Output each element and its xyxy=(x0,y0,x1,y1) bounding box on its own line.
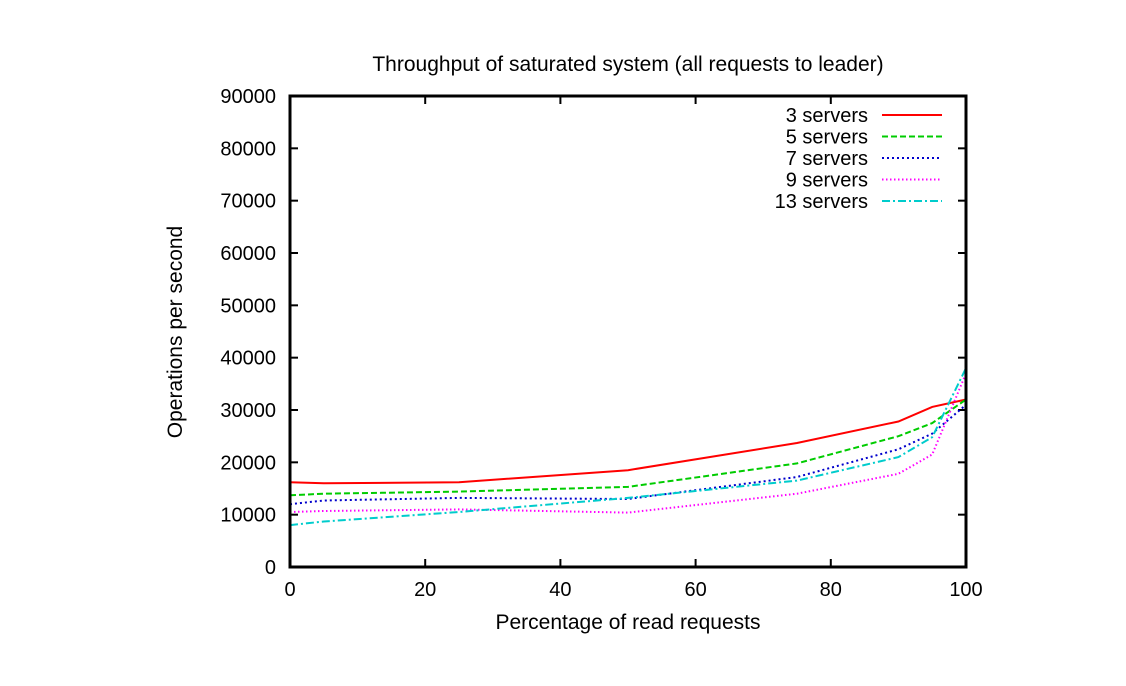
x-tick-label: 100 xyxy=(949,579,982,601)
y-tick-label: 20000 xyxy=(220,452,276,474)
legend-label: 9 servers xyxy=(786,170,868,192)
chart-title: Throughput of saturated system (all requ… xyxy=(372,53,883,76)
axis-ticks: 0 10000 20000 30000 40000 50000 60000 70000 8000… xyxy=(220,86,982,601)
x-tick-label: 40 xyxy=(549,579,571,601)
series-line xyxy=(289,404,967,506)
y-tick-label: 30000 xyxy=(220,400,276,422)
x-axis-label: Percentage of read requests xyxy=(495,611,760,634)
x-tick-label: 0 xyxy=(284,579,295,601)
series-line xyxy=(289,367,967,527)
y-tick-label: 80000 xyxy=(220,138,276,160)
x-tick-label: 20 xyxy=(414,579,436,601)
y-tick-label: 70000 xyxy=(220,191,276,213)
legend-label: 13 servers xyxy=(775,191,868,213)
y-tick-label: 50000 xyxy=(220,295,276,317)
y-tick-label: 10000 xyxy=(220,505,276,527)
y-tick-label: 40000 xyxy=(220,348,276,370)
series-line xyxy=(289,398,967,497)
y-tick-label: 60000 xyxy=(220,243,276,265)
x-tick-label: 60 xyxy=(684,579,706,601)
legend-label: 5 servers xyxy=(786,127,868,149)
legend-label: 3 servers xyxy=(786,105,868,127)
y-tick-label: 0 xyxy=(265,557,276,579)
y-axis-label: Operations per second xyxy=(164,226,187,438)
x-tick-label: 80 xyxy=(820,579,842,601)
plot-frame xyxy=(288,94,968,569)
series-lines xyxy=(289,367,967,527)
series-line xyxy=(289,398,967,485)
legend-label: 7 servers xyxy=(786,148,868,170)
series-line xyxy=(289,373,967,514)
y-tick-label: 90000 xyxy=(220,86,276,108)
